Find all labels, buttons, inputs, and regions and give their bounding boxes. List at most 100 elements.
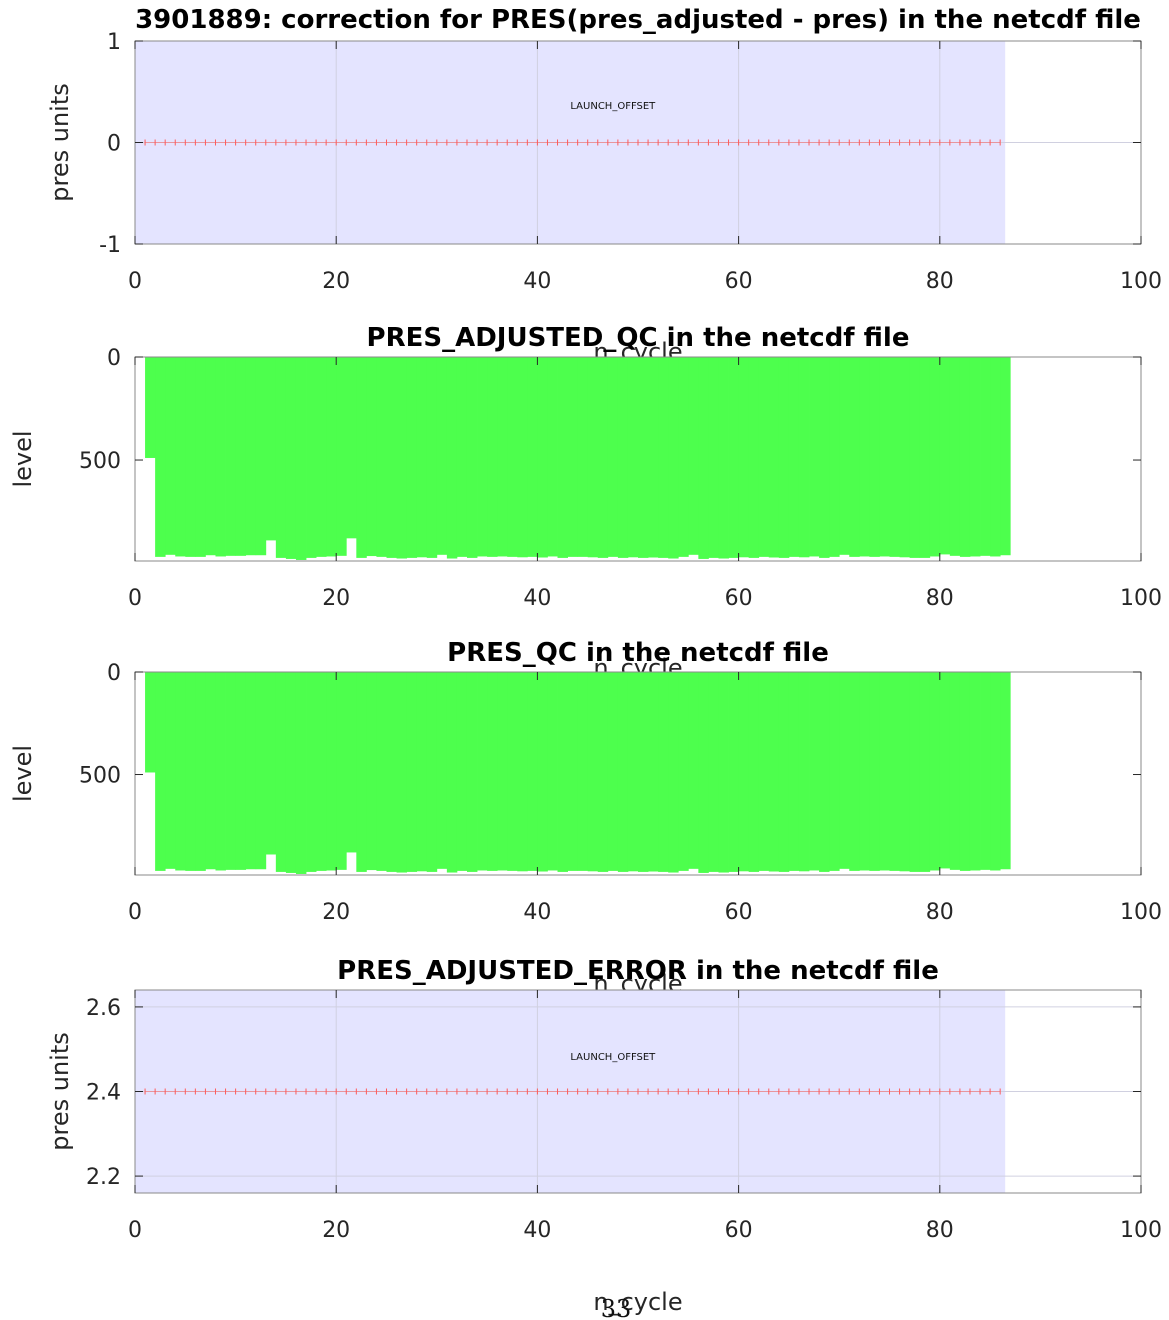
qc-bar bbox=[557, 357, 568, 558]
x-tick-label: 60 bbox=[725, 586, 753, 611]
qc-bar bbox=[155, 357, 166, 557]
qc-bar bbox=[316, 672, 327, 871]
qc-bar bbox=[798, 357, 810, 558]
qc-bar bbox=[416, 357, 428, 558]
qc-bar bbox=[346, 357, 357, 539]
qc-bar bbox=[748, 357, 760, 558]
qc-bar bbox=[477, 357, 488, 557]
qc-bar bbox=[909, 357, 921, 558]
qc-bar bbox=[165, 672, 176, 869]
qc-bar bbox=[839, 357, 850, 555]
qc-bar bbox=[356, 357, 367, 558]
qc-bar bbox=[849, 672, 860, 871]
qc-bar bbox=[255, 672, 267, 870]
qc-bar bbox=[295, 357, 307, 560]
qc-bar bbox=[306, 357, 317, 558]
qc-bar bbox=[316, 357, 327, 557]
qc-bar bbox=[386, 672, 397, 872]
qc-bar bbox=[949, 672, 961, 870]
qc-bar bbox=[919, 672, 931, 872]
qc-bar bbox=[678, 672, 689, 871]
qc-bar bbox=[1000, 357, 1011, 556]
qc-bar bbox=[195, 357, 206, 557]
qc-bar bbox=[376, 357, 387, 557]
qc-bar bbox=[507, 357, 518, 557]
qc-bar bbox=[497, 357, 508, 557]
x-tick-label: 40 bbox=[523, 1218, 551, 1243]
qc-bar bbox=[607, 672, 619, 871]
x-tick-label: 60 bbox=[725, 269, 753, 294]
qc-bar bbox=[567, 672, 579, 871]
qc-bar bbox=[708, 672, 719, 872]
y-tick-label: -1 bbox=[99, 233, 121, 258]
x-tick-label: 40 bbox=[523, 900, 551, 925]
qc-bar bbox=[215, 672, 226, 871]
qc-bar bbox=[708, 357, 719, 558]
x-tick-label: 20 bbox=[322, 900, 350, 925]
qc-bar bbox=[668, 672, 679, 873]
x-tick-label: 40 bbox=[523, 269, 551, 294]
qc-bar bbox=[255, 357, 267, 556]
qc-bar bbox=[155, 672, 166, 871]
qc-bar bbox=[969, 672, 981, 871]
qc-bar bbox=[406, 672, 418, 872]
qc-bar bbox=[487, 672, 498, 871]
qc-bar bbox=[265, 357, 277, 541]
chart-title: PRES_ADJUSTED_QC in the netcdf file bbox=[367, 323, 910, 353]
qc-bar bbox=[969, 357, 981, 557]
y-axis-label: pres units bbox=[46, 1032, 74, 1150]
y-tick-label: 0 bbox=[107, 132, 121, 157]
qc-bar bbox=[517, 672, 528, 872]
qc-bar bbox=[919, 357, 931, 558]
qc-bar bbox=[336, 357, 347, 556]
qc-bar bbox=[285, 672, 297, 873]
subplot-4: LAUNCH_OFFSET 0 20 40 60 80 100 2.2 2.4 2.6 pres u… bbox=[46, 956, 1162, 1316]
qc-bar bbox=[477, 672, 488, 871]
x-tick-label: 0 bbox=[128, 269, 142, 294]
qc-bar bbox=[758, 672, 770, 871]
qc-bar bbox=[406, 357, 418, 558]
qc-bar bbox=[235, 672, 247, 870]
y-tick-label: 2.4 bbox=[86, 1081, 121, 1106]
y-tick-label: 2.2 bbox=[86, 1165, 121, 1190]
qc-bar bbox=[547, 672, 558, 871]
qc-bar bbox=[195, 672, 206, 871]
chart-title: PRES_ADJUSTED_ERROR in the netcdf file bbox=[337, 956, 939, 986]
qc-bar bbox=[909, 672, 921, 872]
qc-bar bbox=[466, 357, 478, 558]
x-tick-label: 20 bbox=[322, 586, 350, 611]
page-number: 33 bbox=[601, 1295, 632, 1320]
qc-bar bbox=[165, 357, 176, 555]
qc-bar bbox=[436, 672, 448, 869]
qc-bar bbox=[225, 672, 236, 870]
qc-bar bbox=[275, 672, 287, 872]
x-tick-label: 80 bbox=[926, 269, 954, 294]
qc-bar bbox=[899, 672, 911, 872]
qc-bar bbox=[728, 672, 739, 872]
qc-bar bbox=[527, 672, 538, 871]
qc-bar bbox=[627, 357, 639, 558]
qc-bar bbox=[356, 672, 367, 872]
qc-bar bbox=[688, 672, 699, 869]
qc-bar bbox=[175, 357, 186, 557]
x-tick-label: 100 bbox=[1120, 586, 1162, 611]
x-tick-label: 0 bbox=[128, 586, 142, 611]
x-tick-label: 20 bbox=[322, 1218, 350, 1243]
qc-bar bbox=[738, 357, 750, 558]
qc-bar bbox=[839, 672, 850, 869]
qc-bar bbox=[497, 672, 508, 871]
qc-bar bbox=[557, 672, 568, 872]
x-tick-label: 80 bbox=[926, 900, 954, 925]
y-axis-label: pres units bbox=[46, 83, 74, 201]
qc-bar bbox=[185, 357, 196, 557]
qc-bar bbox=[939, 357, 951, 555]
band-label: LAUNCH_OFFSET bbox=[570, 1052, 656, 1063]
qc-bar bbox=[889, 357, 900, 557]
qc-bar bbox=[688, 357, 699, 555]
qc-bar bbox=[175, 672, 186, 871]
qc-bar bbox=[959, 357, 971, 557]
qc-bar bbox=[326, 672, 337, 871]
qc-bar bbox=[1000, 672, 1011, 870]
